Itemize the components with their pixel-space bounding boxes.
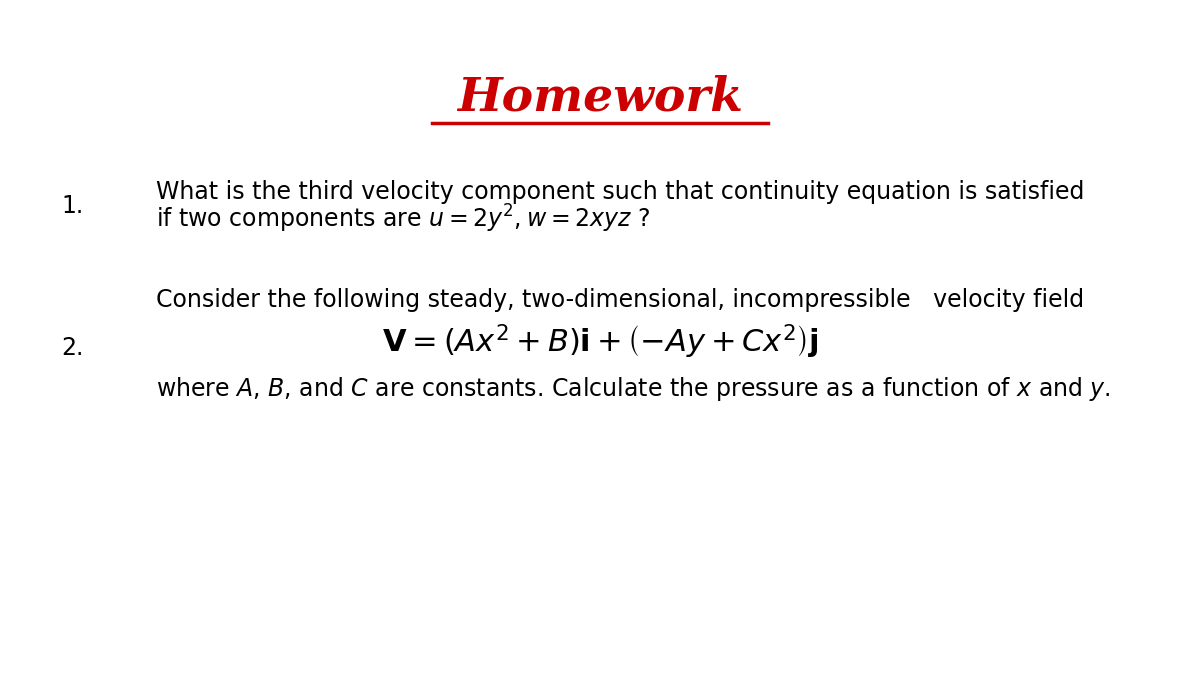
Text: What is the third velocity component such that continuity equation is satisfied: What is the third velocity component suc…	[156, 180, 1085, 205]
Text: 2.: 2.	[61, 335, 84, 360]
Text: if two components are $u = 2y^2, w = 2xyz$ ?: if two components are $u = 2y^2, w = 2xy…	[156, 202, 650, 235]
Text: Homework: Homework	[457, 75, 743, 121]
Text: where $A$, $B$, and $C$ are constants. Calculate the pressure as a function of $: where $A$, $B$, and $C$ are constants. C…	[156, 375, 1111, 403]
Text: $\mathbf{V} = \left(Ax^2 + B\right)\mathbf{i} + \left(-Ay + Cx^2\right)\mathbf{j: $\mathbf{V} = \left(Ax^2 + B\right)\math…	[382, 322, 818, 361]
Text: Consider the following steady, two-dimensional, incompressible   velocity field: Consider the following steady, two-dimen…	[156, 288, 1084, 313]
Text: 1.: 1.	[61, 194, 84, 218]
